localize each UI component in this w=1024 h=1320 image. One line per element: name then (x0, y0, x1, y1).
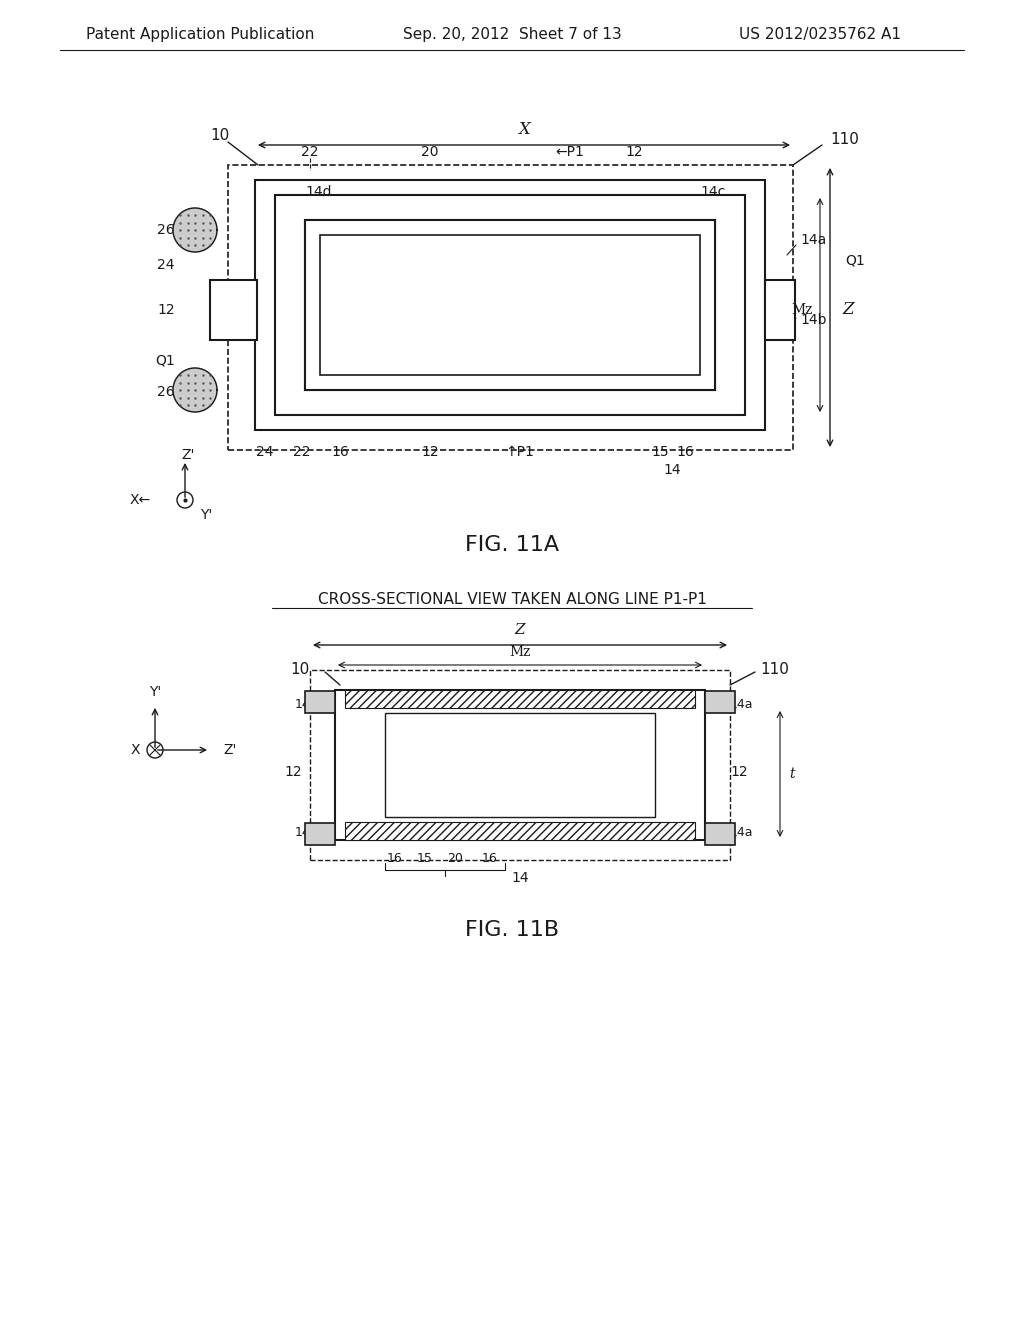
Text: 110: 110 (830, 132, 859, 148)
Text: ←P1: ←P1 (556, 145, 585, 158)
Text: 24: 24 (158, 257, 175, 272)
Bar (275, 195, 745, 414)
Bar (275, 195, 745, 414)
Text: FIG. 11B: FIG. 11B (465, 920, 559, 940)
Bar (319, 235, 700, 375)
Text: Patent Application Publication: Patent Application Publication (86, 28, 314, 42)
Text: 14: 14 (511, 871, 528, 884)
Text: ↑P1: ↑P1 (506, 445, 535, 459)
Text: 12: 12 (625, 145, 643, 158)
Text: Q1: Q1 (156, 352, 175, 367)
Text: 12: 12 (730, 766, 748, 779)
Text: US 2012/0235762 A1: US 2012/0235762 A1 (739, 28, 901, 42)
Text: 14: 14 (664, 463, 681, 477)
Bar (305, 220, 715, 389)
Bar (345, 822, 695, 840)
Text: Y': Y' (148, 685, 161, 700)
Text: Z: Z (843, 301, 854, 318)
Text: 16: 16 (387, 851, 402, 865)
Text: 14b: 14b (800, 313, 826, 327)
Text: 16: 16 (482, 851, 498, 865)
Text: Sep. 20, 2012  Sheet 7 of 13: Sep. 20, 2012 Sheet 7 of 13 (402, 28, 622, 42)
Polygon shape (173, 209, 217, 252)
Text: 12: 12 (158, 304, 175, 317)
Text: Z': Z' (181, 447, 195, 462)
Text: 26: 26 (158, 223, 175, 238)
Text: 14a: 14a (730, 826, 754, 840)
Text: 14b: 14b (294, 697, 318, 710)
Bar (335, 690, 705, 840)
Bar (310, 671, 730, 861)
Text: X←: X← (129, 492, 151, 507)
Bar (305, 220, 715, 389)
Bar (385, 713, 655, 817)
Text: 16: 16 (331, 445, 349, 459)
Text: 14c: 14c (700, 185, 725, 199)
Text: 26: 26 (158, 385, 175, 399)
Text: 14d: 14d (305, 185, 332, 199)
Bar (345, 690, 695, 708)
Text: Z: Z (515, 623, 525, 638)
Text: 20: 20 (511, 688, 528, 702)
Text: 12: 12 (285, 766, 302, 779)
Bar (228, 165, 793, 450)
Text: Mz: Mz (509, 645, 530, 659)
Text: 10: 10 (210, 128, 229, 143)
Text: 24: 24 (256, 445, 273, 459)
Text: FIG. 11A: FIG. 11A (465, 535, 559, 554)
Text: 20: 20 (421, 145, 438, 158)
Text: CROSS-SECTIONAL VIEW TAKEN ALONG LINE P1-P1: CROSS-SECTIONAL VIEW TAKEN ALONG LINE P1… (317, 593, 707, 607)
Bar (305, 690, 335, 713)
Text: t: t (790, 767, 795, 781)
Text: 20: 20 (447, 851, 463, 865)
Bar (255, 180, 765, 430)
Text: 10: 10 (291, 663, 310, 677)
Text: X: X (518, 121, 530, 139)
Bar (305, 822, 335, 845)
Text: Y': Y' (200, 508, 212, 521)
Text: 22: 22 (293, 445, 310, 459)
Text: Q1: Q1 (845, 253, 864, 267)
Text: 15: 15 (417, 851, 433, 865)
Bar (705, 690, 735, 713)
Bar (765, 280, 795, 341)
Text: 110: 110 (760, 663, 788, 677)
Text: X: X (130, 743, 140, 756)
Bar (705, 822, 735, 845)
Text: 12: 12 (421, 445, 439, 459)
Text: 15: 15 (651, 445, 669, 459)
Text: Z': Z' (223, 743, 237, 756)
Text: Mz: Mz (792, 304, 813, 317)
Text: 22: 22 (301, 145, 318, 158)
Text: 14b: 14b (294, 826, 318, 840)
Polygon shape (173, 368, 217, 412)
Text: 14a: 14a (800, 234, 826, 247)
Bar (210, 280, 257, 341)
Text: 14a: 14a (730, 697, 754, 710)
Text: 16: 16 (676, 445, 694, 459)
